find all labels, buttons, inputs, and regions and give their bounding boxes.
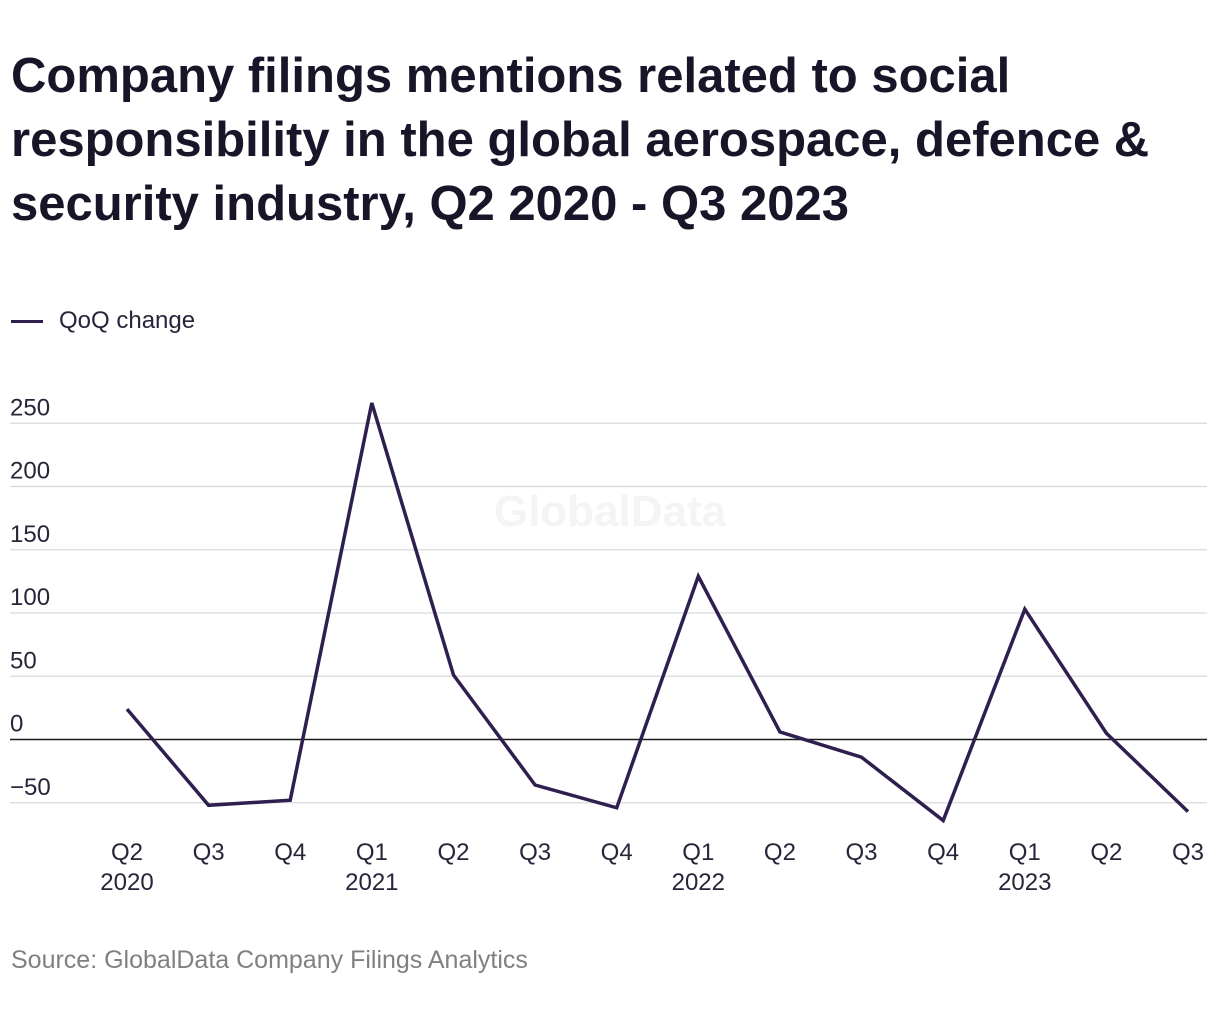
x-tick-year-label: 2022: [672, 869, 725, 896]
x-tick-year-label: 2021: [345, 869, 398, 896]
series-line-qoq-change: [125, 402, 1190, 824]
x-tick-year-label: 2023: [998, 869, 1051, 896]
x-tick-year-label: 2020: [100, 869, 153, 896]
y-tick-label: 250: [10, 394, 50, 421]
x-tick-label: Q3: [519, 839, 551, 866]
source-note: Source: GlobalData Company Filings Analy…: [11, 946, 528, 974]
x-tick-label: Q2: [1090, 839, 1122, 866]
series-layer: [125, 402, 1190, 824]
x-tick-label: Q4: [601, 839, 633, 866]
x-tick-label: Q4: [274, 839, 306, 866]
gridlines: [10, 422, 1207, 804]
legend: QoQ change: [11, 306, 195, 336]
x-tick-label: Q3: [1172, 839, 1204, 866]
x-tick-label: Q2: [111, 839, 143, 866]
x-tick-label: Q1: [356, 839, 388, 866]
y-tick-label: 150: [10, 521, 50, 548]
y-tick-label: 200: [10, 458, 50, 485]
x-tick-label: Q4: [927, 839, 959, 866]
y-tick-label: 0: [10, 711, 23, 738]
x-tick-label: Q2: [437, 839, 469, 866]
x-axis-ticks: Q2 2020 Q3 Q4 Q1 2021 Q2 Q3 Q4 Q1 2022 Q2 Q3 Q4 Q1 2023…: [100, 839, 1204, 896]
x-tick-label: Q3: [193, 839, 225, 866]
chart-title: Company filings mentions related to soci…: [11, 49, 1150, 231]
x-tick-label: Q1: [1009, 839, 1041, 866]
x-tick-label: Q3: [846, 839, 878, 866]
x-tick-label: Q2: [764, 839, 796, 866]
line-chart: GlobalData 250 200 150 100 50 0 −50 Q2 2020 Q3 Q4…: [10, 394, 1207, 896]
y-axis-ticks: 250 200 150 100 50 0 −50: [10, 394, 51, 801]
y-tick-label: 50: [10, 647, 37, 674]
watermark: GlobalData: [494, 487, 727, 536]
y-tick-label: −50: [10, 774, 51, 801]
legend-line-swatch: [11, 319, 43, 323]
x-tick-label: Q1: [682, 839, 714, 866]
legend-label: QoQ change: [59, 307, 196, 334]
y-tick-label: 100: [10, 584, 50, 611]
